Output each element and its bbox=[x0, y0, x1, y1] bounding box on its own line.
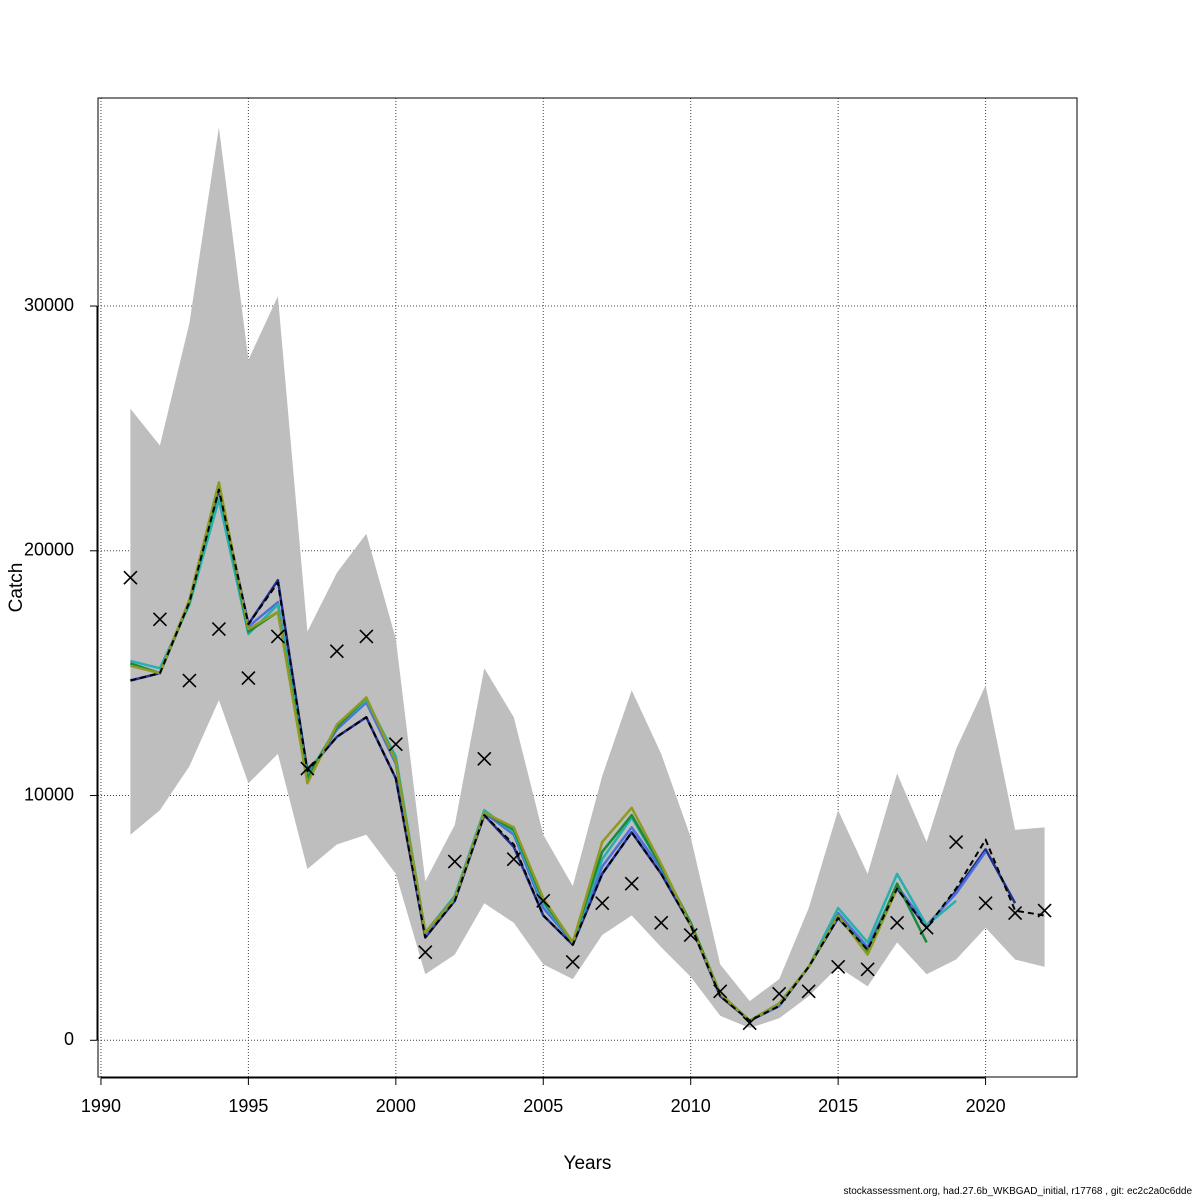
footer-credit: stockassessment.org, had.27.6b_WKBGAD_in… bbox=[843, 1186, 1192, 1197]
observation-marker-2000 bbox=[388, 737, 403, 752]
x-axis-title: Years bbox=[564, 1153, 612, 1174]
y-tick-label-10000: 10000 bbox=[24, 784, 74, 804]
observation-marker-2005 bbox=[536, 893, 551, 908]
confidence-band-layer bbox=[130, 127, 1045, 1028]
x-tick-label-2020: 2020 bbox=[966, 1096, 1006, 1116]
observation-marker-1992 bbox=[152, 612, 167, 627]
series-lines-layer bbox=[130, 481, 1045, 1022]
observation-marker-2004 bbox=[506, 852, 521, 867]
plot-frame bbox=[97, 97, 1078, 1078]
observation-marker-2009 bbox=[654, 915, 669, 930]
observation-marker-2001 bbox=[418, 945, 433, 960]
observation-marker-2002 bbox=[447, 854, 462, 869]
observation-marker-2012 bbox=[742, 1016, 757, 1031]
observation-marker-2003 bbox=[477, 751, 492, 766]
observation-marker-1997 bbox=[300, 761, 315, 776]
observation-marker-2014 bbox=[801, 984, 816, 999]
observation-marker-2016 bbox=[860, 962, 875, 977]
y-tick-label-0: 0 bbox=[64, 1029, 74, 1049]
series-line-retro-2 bbox=[130, 485, 987, 1022]
x-tick-label-1995: 1995 bbox=[228, 1096, 268, 1116]
observation-marker-1998 bbox=[329, 644, 344, 659]
x-tick-label-2015: 2015 bbox=[818, 1096, 858, 1116]
x-tick-label-2005: 2005 bbox=[523, 1096, 563, 1116]
x-tick-label-2000: 2000 bbox=[376, 1096, 416, 1116]
observation-marker-2010 bbox=[683, 927, 698, 943]
observation-marker-2011 bbox=[713, 984, 728, 999]
observation-marker-2022 bbox=[1037, 903, 1052, 918]
observation-marker-2006 bbox=[565, 954, 580, 970]
x-tick-label-2010: 2010 bbox=[671, 1096, 711, 1116]
x-axis: 1990 1995 2000 2005 2010 2015 2020 bbox=[81, 1077, 1006, 1116]
y-tick-label-30000: 30000 bbox=[24, 295, 74, 315]
y-axis-title: Catch bbox=[6, 563, 27, 613]
observation-marker-2021 bbox=[1008, 905, 1023, 921]
observation-marker-2007 bbox=[595, 896, 610, 911]
observation-markers-layer bbox=[123, 570, 1052, 1031]
x-tick-label-1990: 1990 bbox=[81, 1096, 121, 1116]
observation-marker-2018 bbox=[919, 920, 934, 935]
observation-marker-2015 bbox=[831, 959, 846, 974]
series-line-estimate bbox=[130, 488, 1045, 1022]
y-tick-label-20000: 20000 bbox=[24, 540, 74, 560]
y-axis: 0 10000 20000 30000 bbox=[24, 295, 98, 1049]
observation-marker-2013 bbox=[772, 986, 787, 1001]
observation-marker-1994 bbox=[211, 622, 226, 637]
observation-marker-2017 bbox=[890, 915, 905, 930]
observation-marker-2008 bbox=[624, 876, 639, 891]
observation-marker-2020 bbox=[978, 896, 993, 911]
observation-marker-1999 bbox=[359, 629, 374, 644]
observation-marker-1996 bbox=[270, 629, 285, 644]
series-line-retro-5 bbox=[130, 481, 899, 1022]
observation-marker-2019 bbox=[949, 834, 964, 850]
confidence-band bbox=[130, 127, 1045, 1028]
observation-marker-1991 bbox=[123, 570, 138, 585]
observation-marker-1995 bbox=[241, 670, 256, 686]
observation-marker-1993 bbox=[182, 673, 197, 688]
